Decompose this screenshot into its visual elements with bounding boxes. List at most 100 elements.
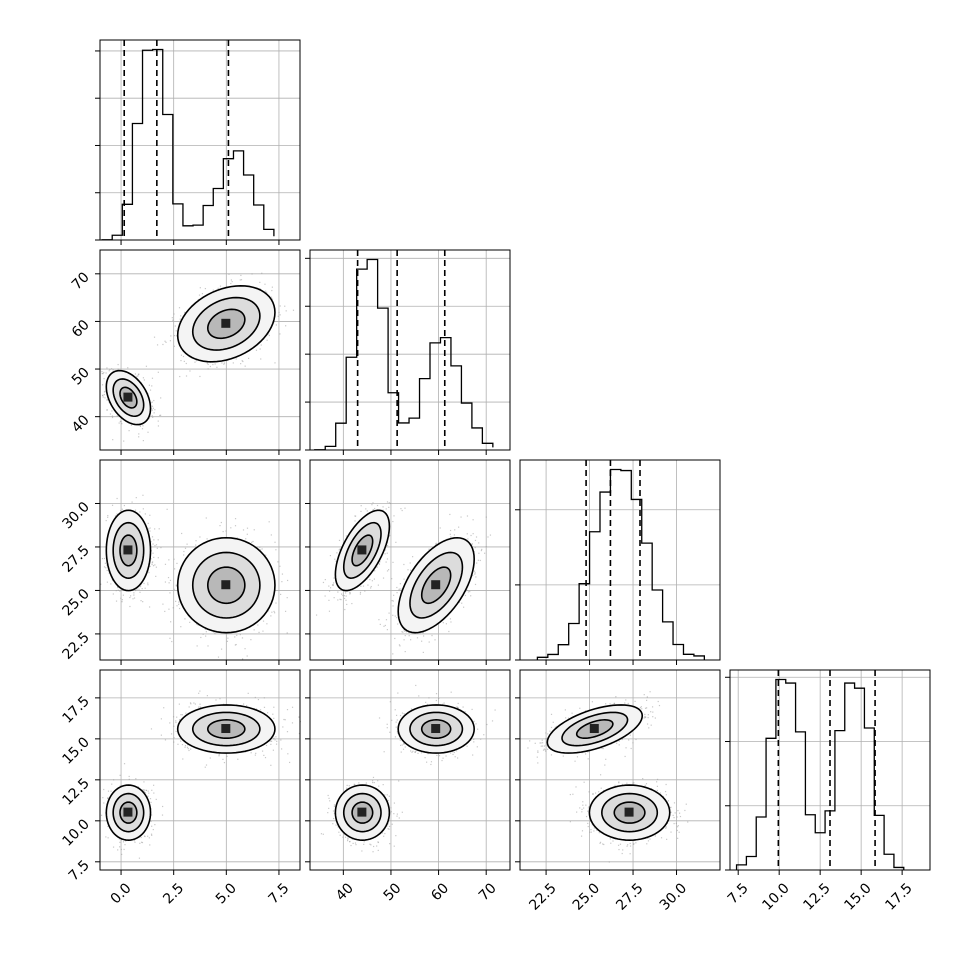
scatter-point — [370, 585, 372, 588]
scatter-point — [408, 631, 410, 634]
scatter-point — [183, 311, 186, 313]
scatter-point — [170, 335, 172, 337]
scatter-point — [181, 532, 183, 535]
scatter-point — [135, 497, 137, 499]
scatter-point — [156, 547, 158, 549]
scatter-point — [108, 572, 110, 574]
scatter-point — [147, 582, 149, 584]
scatter-point — [226, 640, 229, 642]
scatter-point — [371, 504, 373, 506]
density-contour — [176, 536, 276, 634]
scatter-point — [331, 584, 334, 586]
density-peak — [221, 580, 231, 590]
scatter-point — [164, 563, 167, 565]
scatter-point — [360, 585, 362, 587]
scatter-point — [173, 568, 176, 570]
scatter-point — [103, 391, 106, 393]
scatter-point — [240, 274, 242, 277]
scatter-point — [133, 594, 135, 596]
scatter-point — [168, 608, 170, 610]
scatter-point — [332, 584, 334, 586]
scatter-point — [159, 414, 161, 417]
scatter-point — [337, 599, 339, 601]
scatter-point — [102, 396, 104, 398]
scatter-point — [270, 296, 273, 298]
scatter-point — [228, 273, 230, 275]
scatter-point — [143, 582, 145, 585]
scatter-point — [121, 423, 123, 425]
scatter-point — [328, 599, 330, 601]
scatter-point — [165, 341, 167, 343]
scatter-point — [260, 344, 262, 346]
scatter-point — [111, 416, 114, 419]
scatter-point — [154, 528, 156, 530]
scatter-point — [384, 553, 386, 555]
scatter-point — [175, 600, 177, 602]
scatter-point — [103, 371, 105, 374]
scatter-point — [148, 384, 150, 386]
scatter-point — [142, 439, 144, 442]
scatter-point — [121, 599, 124, 601]
scatter-point — [112, 369, 114, 371]
scatter-point — [196, 645, 198, 647]
scatter-point — [139, 424, 141, 426]
scatter-point — [151, 405, 154, 407]
scatter-point — [150, 541, 152, 543]
scatter-point — [470, 595, 472, 597]
scatter-point — [407, 569, 409, 571]
scatter-point — [152, 416, 154, 418]
scatter-point — [103, 393, 106, 396]
scatter-point — [273, 612, 276, 614]
scatter-point — [180, 359, 182, 362]
scatter-point — [119, 510, 122, 512]
scatter-point — [157, 425, 160, 427]
scatter-point — [279, 305, 281, 307]
scatter-point — [449, 513, 451, 516]
scatter-point — [248, 357, 250, 359]
scatter-point — [277, 315, 279, 317]
density-peak — [221, 318, 231, 328]
scatter-point — [139, 425, 142, 428]
scatter-point — [147, 584, 149, 586]
density-contour — [112, 521, 145, 579]
scatter-point — [480, 549, 483, 552]
scatter-point — [164, 581, 167, 583]
scatter-point — [259, 549, 262, 551]
scatter-point — [142, 377, 145, 379]
scatter-point — [235, 358, 237, 360]
panel-frame — [519, 459, 721, 661]
scatter-point — [259, 281, 261, 283]
scatter-point — [119, 420, 121, 423]
scatter-point — [315, 614, 318, 616]
scatter-point — [450, 536, 452, 538]
scatter-point — [230, 279, 233, 281]
scatter-point — [231, 281, 233, 283]
scatter-point — [120, 421, 122, 423]
scatter-point — [349, 593, 351, 595]
histogram-panel-3: 7.5 10.0 12.5 15.0 17.5 — [725, 669, 931, 914]
scatter-point — [101, 372, 103, 375]
scatter-point — [329, 554, 332, 557]
scatter-point — [251, 541, 253, 543]
scatter-point — [117, 586, 119, 589]
scatter-point — [103, 378, 105, 380]
scatter-point — [157, 420, 159, 422]
scatter-point — [111, 504, 114, 506]
scatter-point — [268, 521, 270, 523]
scatter-point — [138, 433, 140, 435]
scatter-point — [394, 637, 396, 640]
scatter-point — [460, 516, 462, 518]
scatter-point — [147, 431, 149, 433]
scatter-point — [121, 589, 124, 591]
scatter-point — [234, 518, 237, 520]
scatter-point — [257, 624, 259, 626]
scatter-point — [106, 409, 108, 411]
scatter-point — [172, 607, 174, 609]
scatter-point — [170, 621, 172, 623]
scatter-point — [184, 547, 187, 549]
scatter-point — [149, 527, 151, 529]
scatter-point — [374, 507, 376, 510]
scatter-point — [265, 554, 267, 556]
scatter-point — [106, 581, 108, 583]
